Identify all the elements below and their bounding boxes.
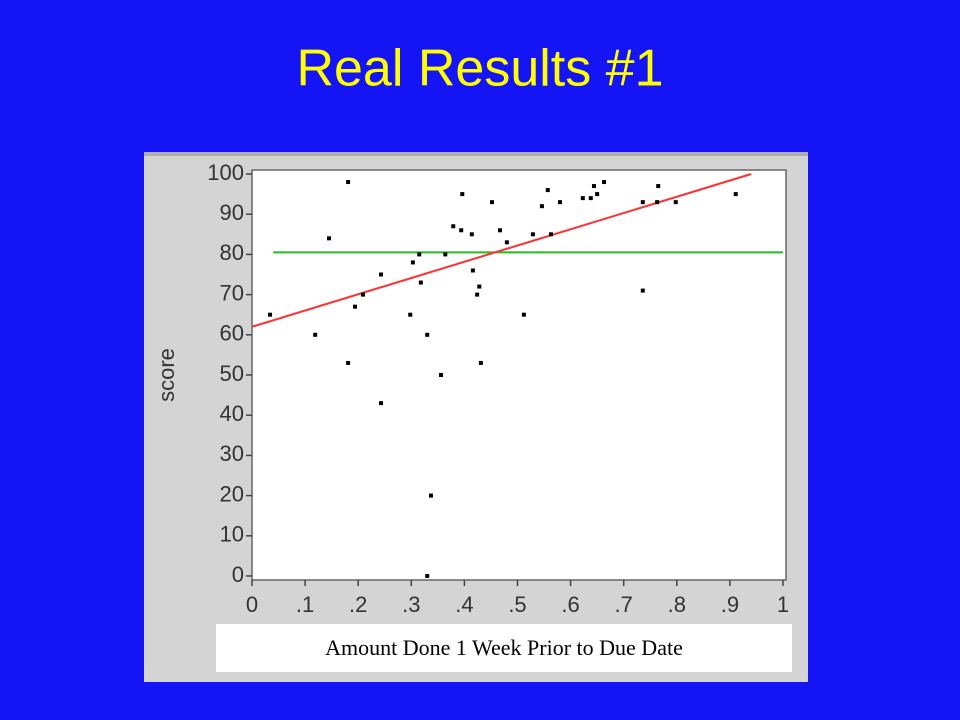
point <box>640 288 645 293</box>
point <box>425 574 430 578</box>
point <box>490 200 495 205</box>
y-axis-label: score <box>154 348 179 402</box>
x-tick-label: .9 <box>721 592 739 617</box>
point <box>591 184 596 189</box>
point <box>346 360 351 365</box>
plot-area <box>251 169 787 581</box>
point <box>470 268 475 273</box>
point <box>655 200 660 205</box>
y-tick-label: 10 <box>220 522 244 547</box>
point <box>557 200 562 205</box>
point <box>443 252 448 257</box>
point <box>379 401 384 406</box>
point <box>313 332 318 337</box>
x-tick-label: .8 <box>668 592 686 617</box>
point <box>459 228 464 233</box>
y-tick-label: 50 <box>220 361 244 386</box>
point <box>469 232 474 237</box>
y-tick-label: 100 <box>207 160 244 185</box>
point <box>539 204 544 209</box>
point <box>477 284 482 289</box>
y-tick-label: 60 <box>220 321 244 346</box>
y-tick-label: 40 <box>220 401 244 426</box>
point <box>580 196 585 201</box>
x-tick-label: .2 <box>349 592 367 617</box>
point <box>451 224 456 229</box>
panel-edge <box>144 152 808 156</box>
point <box>408 312 413 317</box>
point <box>379 272 384 277</box>
point <box>588 196 593 201</box>
y-tick-label: 20 <box>220 481 244 506</box>
x-tick-label: .5 <box>508 592 526 617</box>
point <box>475 292 480 297</box>
point <box>268 312 273 317</box>
point <box>410 260 415 265</box>
x-tick-label: .3 <box>402 592 420 617</box>
y-tick-label: 90 <box>220 200 244 225</box>
x-axis-label: Amount Done 1 Week Prior to Due Date <box>325 635 683 660</box>
point <box>346 180 351 185</box>
point <box>425 332 430 337</box>
point <box>733 192 738 197</box>
x-tick-label: 1 <box>777 592 789 617</box>
point <box>417 252 422 257</box>
point <box>656 184 661 189</box>
point <box>673 200 678 205</box>
point <box>504 240 509 245</box>
point <box>548 232 553 237</box>
y-tick-label: 0 <box>232 562 244 587</box>
point <box>602 180 607 185</box>
x-tick-label: .6 <box>561 592 579 617</box>
point <box>428 493 433 498</box>
x-label-box <box>216 624 792 672</box>
point <box>521 312 526 317</box>
y-tick-label: 70 <box>220 280 244 305</box>
x-tick-label: .4 <box>455 592 473 617</box>
point <box>326 236 331 241</box>
point <box>530 232 535 237</box>
point <box>640 200 645 205</box>
x-tick-label: .7 <box>615 592 633 617</box>
point <box>460 192 465 197</box>
point <box>497 228 502 233</box>
slide-title: Real Results #1 <box>296 40 663 98</box>
point <box>360 292 365 297</box>
point <box>478 360 483 365</box>
point <box>418 280 423 285</box>
y-tick-label: 80 <box>220 240 244 265</box>
y-tick-label: 30 <box>220 441 244 466</box>
point <box>595 192 600 197</box>
x-tick-label: 0 <box>246 592 258 617</box>
point <box>353 304 358 309</box>
point <box>545 188 550 193</box>
x-tick-label: .1 <box>296 592 314 617</box>
point <box>439 373 444 377</box>
fit-line <box>251 173 752 328</box>
